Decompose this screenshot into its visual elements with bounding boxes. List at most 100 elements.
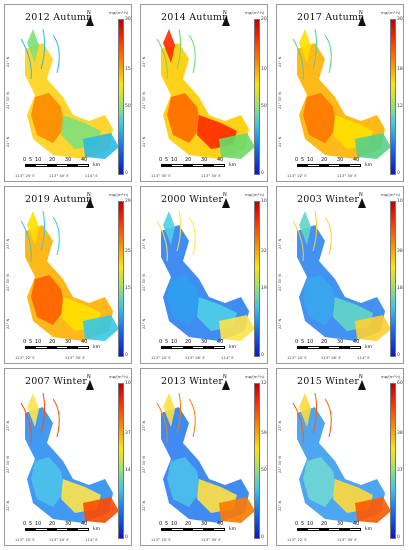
scale-bar-segments	[25, 528, 89, 531]
scale-tick-label: 5	[301, 521, 305, 527]
panel-title: 2012 Autumn	[25, 12, 93, 23]
colorbar-unit: mg/(m²·h)	[245, 10, 265, 15]
scale-segment	[308, 347, 318, 348]
colorbar-unit: mg/(m²·h)	[381, 192, 401, 197]
colorbar-tick-label: 600	[397, 381, 403, 386]
scale-segment	[308, 529, 318, 530]
scale-bar-segments	[297, 164, 361, 167]
scale-tick-label: 20	[185, 521, 192, 527]
scale-segment	[350, 347, 360, 348]
scale-unit: km	[365, 345, 372, 350]
scale-labels: 0 5 10 20 30 40	[293, 157, 377, 163]
estuary-region	[299, 211, 311, 245]
scale-segment	[203, 347, 214, 348]
scale-segment	[214, 529, 224, 530]
scale-segment	[67, 165, 78, 166]
scale-tick-label: 40	[353, 157, 360, 163]
colorbar-tick-label: 146	[125, 468, 131, 473]
longitude-label: 113° 30' E	[201, 537, 221, 542]
estuary-region	[219, 497, 255, 523]
colorbar	[390, 19, 396, 175]
scale-tick-label: 30	[337, 157, 344, 163]
river-lines	[20, 392, 60, 444]
scale-tick-label: 10	[307, 521, 314, 527]
scale-tick-label: 20	[185, 157, 192, 163]
colorbar-tick-label: 0	[261, 171, 264, 176]
scale-tick-label: 40	[217, 157, 224, 163]
river-lines	[292, 210, 332, 262]
latitude-label: 23° N	[278, 56, 282, 67]
scale-tick-label: 20	[49, 157, 56, 163]
north-arrow-shape	[358, 16, 366, 26]
latitude-label: 23° N	[6, 238, 10, 249]
scale-labels: 0 5 10 20 30 40	[21, 339, 105, 345]
north-arrow-icon: N	[221, 374, 231, 391]
scale-tick-label: 40	[353, 339, 360, 345]
scale-tick-label: 5	[165, 339, 169, 345]
estuary-map-image	[156, 392, 255, 523]
scale-bar: 0 5 10 20 30 40 km	[157, 521, 241, 533]
colorbar	[118, 383, 124, 539]
north-arrow-icon: N	[85, 192, 95, 209]
longitude-label: 113° 20' E	[287, 355, 307, 360]
scale-segment	[78, 529, 88, 530]
scale-segment	[26, 347, 37, 348]
colorbar-tick-label: 1000	[125, 381, 131, 386]
longitude-label: 113° 30' E	[201, 173, 221, 178]
scale-tick-label: 0	[159, 521, 163, 527]
colorbar-tick-label: 389	[397, 249, 403, 254]
scale-tick-label: 5	[301, 157, 305, 163]
latitude-label: 22° N	[278, 136, 282, 147]
scale-bar: 0 5 10 20 30 40 km	[293, 157, 377, 169]
colorbar-tick-label: 0	[125, 535, 128, 540]
scale-tick-label: 20	[49, 521, 56, 527]
colorbar-tick-label: 0	[397, 171, 400, 176]
north-label: N	[359, 374, 363, 380]
colorbar-unit: mg/(m²·h)	[245, 374, 265, 379]
longitude-label: 113° 20' E	[151, 355, 171, 360]
scale-unit: km	[93, 163, 100, 168]
estuary-region	[219, 133, 255, 159]
scale-segment	[298, 529, 309, 530]
latitude-label: 23° N	[278, 238, 282, 249]
scale-segment	[193, 529, 203, 530]
scale-tick-label: 5	[29, 339, 33, 345]
river-lines	[156, 28, 196, 80]
north-arrow-shape	[86, 16, 94, 26]
river-lines	[156, 210, 196, 262]
colorbar-tick-label: 500	[125, 104, 131, 109]
colorbar-tick-label: 373	[125, 431, 131, 436]
colorbar-tick-label: 0	[397, 353, 400, 358]
colorbar-tick-label: 2000	[261, 17, 267, 22]
scale-segment	[36, 347, 46, 348]
scale-segment	[57, 529, 67, 530]
river-lines	[292, 392, 332, 444]
scale-bar-segments	[297, 346, 361, 349]
latitude-label: 22° 30' N	[6, 274, 10, 291]
estuary-region	[31, 457, 65, 507]
estuary-region	[303, 93, 337, 143]
river-lines	[20, 210, 60, 262]
colorbar-tick-label: 377	[397, 468, 403, 473]
latitude-label: 22° N	[6, 136, 10, 147]
scale-segment	[203, 529, 214, 530]
scale-tick-label: 0	[159, 339, 163, 345]
scale-labels: 0 5 10 20 30 40	[157, 521, 241, 527]
north-label: N	[359, 10, 363, 16]
colorbar-unit: mg/(m²·h)	[109, 192, 129, 197]
scale-segment	[182, 165, 193, 166]
longitude-label: 113° 30' E	[65, 355, 85, 360]
estuary-map-image	[20, 392, 119, 523]
estuary-region	[27, 393, 39, 427]
scale-segment	[339, 529, 350, 530]
scale-bar: 0 5 10 20 30 40 km	[293, 339, 377, 351]
scale-segment	[162, 347, 173, 348]
scale-segment	[350, 529, 360, 530]
scale-tick-label: 30	[65, 521, 72, 527]
colorbar-tick-label: 0	[261, 353, 264, 358]
longitude-label: 113° 30' E	[337, 173, 357, 178]
scale-segment	[298, 165, 309, 166]
